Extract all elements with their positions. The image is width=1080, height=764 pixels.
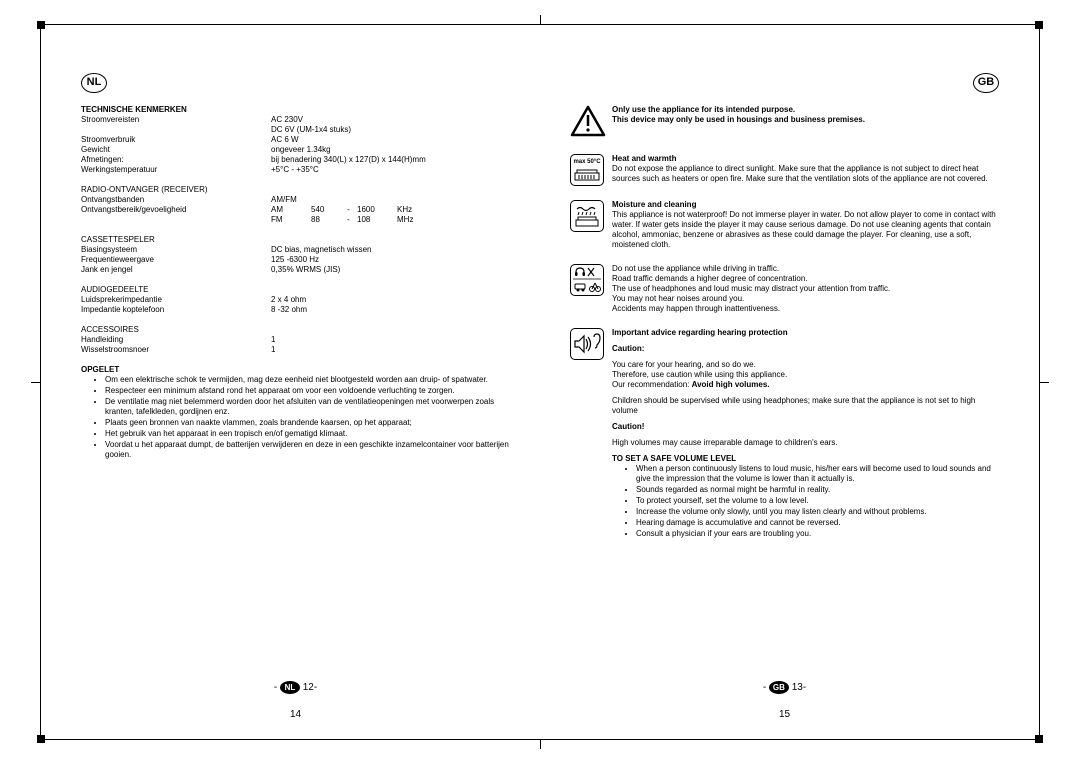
spec-row: BiasingsysteemDC bias, magnetisch wissen — [81, 245, 510, 255]
crop-tick — [540, 15, 541, 25]
traffic-line: Do not use the appliance while driving i… — [612, 264, 999, 274]
hearing-recommendation: Our recommendation: Avoid high volumes. — [612, 380, 999, 390]
opgelet-list: Om een elektrische schok te vermijden, m… — [81, 375, 510, 460]
traffic-icon — [570, 264, 604, 296]
list-item: De ventilatie mag niet belemmerd worden … — [105, 397, 510, 417]
heading-specs: TECHNISCHE KENMERKEN — [81, 105, 510, 115]
language-badge-nl: NL — [81, 73, 107, 93]
list-item: Increase the volume only slowly, until y… — [636, 507, 999, 517]
heading-cassette: CASSETTESPELER — [81, 235, 510, 245]
list-item: Het gebruik van het apparaat in een trop… — [105, 429, 510, 439]
spec-row: Wisselstroomsnoer1 — [81, 345, 510, 355]
crop-corner — [1035, 735, 1043, 743]
warning-heat: max 50°C Heat and warmth Do not expose t… — [570, 154, 999, 186]
traffic-line: Accidents may happen through inattentive… — [612, 304, 999, 314]
spec-row: Frequentieweergave125 -6300 Hz — [81, 255, 510, 265]
list-item: To protect yourself, set the volume to a… — [636, 496, 999, 506]
spec-row: DC 6V (UM-1x4 stuks) — [81, 125, 510, 135]
crop-corner — [37, 735, 45, 743]
spec-row: Afmetingen:bij benadering 340(L) x 127(D… — [81, 155, 510, 165]
crop-corner — [1035, 21, 1043, 29]
spec-row: Jank en jengel0,35% WRMS (JIS) — [81, 265, 510, 275]
spec-row: Ontvangstbereik/gevoeligheidAM540-1600KH… — [81, 205, 510, 215]
traffic-line: You may not hear noises around you. — [612, 294, 999, 304]
spec-row: Ontvangstbanden AM/FM — [81, 195, 510, 205]
spread: NL TECHNISCHE KENMERKEN StroomvereistenA… — [51, 35, 1029, 729]
page-marker-left: - NL 12- — [51, 681, 540, 695]
warning-moisture: Moisture and cleaning This appliance is … — [570, 200, 999, 250]
safe-volume-list: When a person continuously listens to lo… — [612, 464, 999, 539]
spec-row: Impedantie koptelefoon8 -32 ohm — [81, 305, 510, 315]
spec-row: StroomverbruikAC 6 W — [81, 135, 510, 145]
warning-intended-use: Only use the appliance for its intended … — [570, 105, 999, 140]
list-item: Hearing damage is accumulative and canno… — [636, 518, 999, 528]
heat-icon: max 50°C — [570, 154, 604, 186]
list-item: Respecteer een minimum afstand rond het … — [105, 386, 510, 396]
crop-tick — [540, 739, 541, 749]
heading-audio: AUDIOGEDEELTE — [81, 285, 510, 295]
spec-row: Werkingstemperatuur+5°C - +35°C — [81, 165, 510, 175]
crop-frame: NL TECHNISCHE KENMERKEN StroomvereistenA… — [40, 24, 1040, 740]
page-number-left: 14 — [51, 709, 540, 722]
warning-traffic: Do not use the appliance while driving i… — [570, 264, 999, 314]
spec-row: Gewichtongeveer 1.34kg — [81, 145, 510, 155]
page-left: NL TECHNISCHE KENMERKEN StroomvereistenA… — [51, 35, 540, 729]
list-item: Om een elektrische schok te vermijden, m… — [105, 375, 510, 385]
moisture-icon — [570, 200, 604, 232]
traffic-line: Road traffic demands a higher degree of … — [612, 274, 999, 284]
warning-hearing: Important advice regarding hearing prote… — [570, 328, 999, 540]
spec-row: Luidsprekerimpedantie2 x 4 ohm — [81, 295, 510, 305]
traffic-line: The use of headphones and loud music may… — [612, 284, 999, 294]
crop-tick — [1039, 382, 1049, 383]
page-right: GB Only use the appliance for its intend… — [540, 35, 1029, 729]
list-item: Consult a physician if your ears are tro… — [636, 529, 999, 539]
hearing-icon — [570, 328, 604, 360]
warning-triangle-icon — [570, 105, 606, 137]
heading-opgelet: OPGELET — [81, 365, 510, 375]
page-number-right: 15 — [540, 709, 1029, 722]
list-item: Voordat u het apparaat dumpt, de batteri… — [105, 440, 510, 460]
language-badge-gb: GB — [973, 73, 999, 93]
spec-row: StroomvereistenAC 230V — [81, 115, 510, 125]
list-item: When a person continuously listens to lo… — [636, 464, 999, 484]
crop-corner — [37, 21, 45, 29]
page-marker-right: - GB 13- — [540, 681, 1029, 695]
list-item: Plaats geen bronnen van naakte vlammen, … — [105, 418, 510, 428]
heading-radio: RADIO-ONTVANGER (RECEIVER) — [81, 185, 510, 195]
heading-accessories: ACCESSOIRES — [81, 325, 510, 335]
list-item: Sounds regarded as normal might be harmf… — [636, 485, 999, 495]
spec-row: Handleiding1 — [81, 335, 510, 345]
spec-row: FM88-108MHz — [81, 215, 510, 225]
crop-tick — [31, 382, 41, 383]
